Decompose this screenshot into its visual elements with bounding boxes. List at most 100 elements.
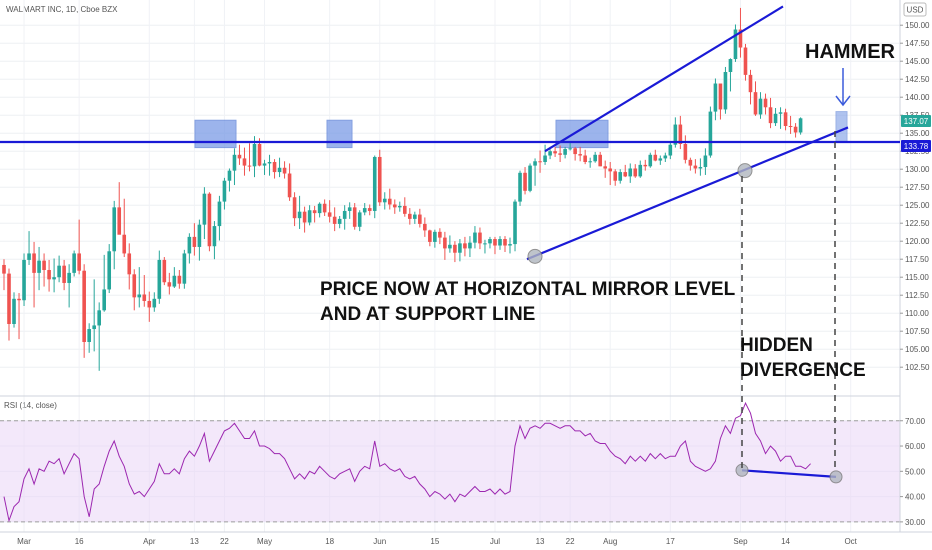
candle-body [768,107,773,124]
candle-body [82,270,86,342]
candle-body [32,253,36,273]
candle-body [643,164,648,167]
candle-body [528,165,532,191]
candle-body [42,260,46,270]
candle-body [593,154,597,162]
candle-body [763,98,768,108]
rsi-pivot-marker [829,470,843,484]
candle-body [468,242,472,249]
candle-body [738,29,743,48]
candle-body [112,207,117,252]
candle-body [7,273,11,324]
candle-body [167,282,172,287]
resistance-box [194,119,237,149]
candle-body [423,223,427,231]
candle-body [307,210,312,223]
candle-body [628,168,633,177]
candle-body [222,180,227,202]
candle-body [12,298,16,324]
price-tick-label: 127.50 [905,183,930,192]
candle-body [257,144,262,166]
candle-body [252,144,257,167]
candle-body [362,208,367,213]
price-tick-label: 135.00 [905,129,930,138]
candle-body [262,163,267,166]
candle-body [247,165,252,167]
candle-body [463,243,467,249]
price-tick-label: 112.50 [905,291,929,300]
price-tick-label: 130.00 [905,165,930,174]
candle-body [723,72,728,110]
candle-body [97,310,101,326]
currency-box[interactable] [903,2,927,17]
candle-body [292,197,297,219]
candle-body [428,230,432,242]
candle-body [352,207,357,227]
price-pivot-marker [527,248,543,264]
candle-body [693,165,698,169]
candle-body [227,170,232,181]
candle-body [17,298,21,301]
candle-body [418,214,422,224]
time-tick-label: 13 [190,537,199,546]
candle-body [147,300,152,308]
candle-body [663,155,668,159]
candle-body [87,329,91,342]
candle-body [438,231,442,238]
candle-body [137,294,142,298]
candle-body [162,259,167,283]
candle-body [242,158,247,166]
candle-body [793,126,798,133]
time-tick-label: 14 [781,537,790,546]
candle-body [232,154,237,171]
chart-title: WALMART INC, 1D, Cboe BZX [6,5,118,14]
price-tick-label: 122.50 [905,219,930,228]
candle-body [107,251,112,290]
rsi-axis: 30.00 40.00 50.00 60.00 70.00 [900,417,926,527]
candle-body [67,272,71,283]
candle-body [713,83,718,112]
candle-body [372,156,377,211]
candle-body [207,193,212,247]
candle-body [618,172,623,181]
candle-body [187,236,192,254]
price-tick-label: 107.50 [905,327,930,336]
time-tick-label: 17 [666,537,675,546]
candle-body [518,172,522,202]
candle-body [237,154,242,159]
price-tick-label: 117.50 [905,255,929,264]
candle-body [578,154,582,156]
candle-body [718,83,723,110]
price-tick-label: 120.00 [905,237,930,246]
candle-body [127,253,132,275]
candle-body [758,98,763,115]
candle-body [688,159,693,166]
candle-body [533,161,537,166]
candle-body [132,274,137,298]
price-tick-label: 125.00 [905,201,930,210]
price-tick-label: 147.50 [905,39,930,48]
hammer-box [835,111,848,143]
annotation-hidden: HIDDEN [740,335,813,356]
candle-body [57,265,61,278]
candle-body [483,243,487,245]
time-tick-label: 16 [75,537,84,546]
price-tick-label: 145.00 [905,57,930,66]
candle-body [583,155,587,162]
candle-body [648,154,653,167]
candle-body [728,59,733,72]
candle-body [392,204,397,208]
candle-body [37,260,41,273]
candle-body [202,193,207,225]
candle-body [62,265,66,283]
candle-body [478,232,482,244]
candle-body [382,198,387,203]
candle-body [332,216,337,224]
candle-body [608,168,613,172]
candle-body [142,294,147,301]
candle-body [413,214,417,219]
candle-body [172,275,177,287]
candle-body [498,239,502,246]
candle-body [122,234,127,254]
candle-body [698,167,703,169]
